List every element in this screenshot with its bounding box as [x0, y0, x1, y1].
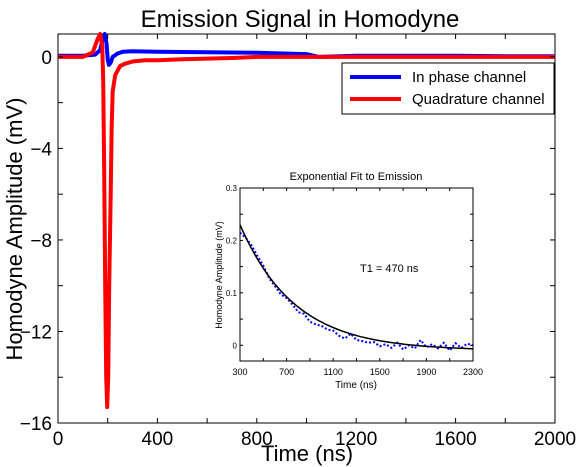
inset-y-axis-label: Homodyne Amplitude (mV) [214, 221, 224, 329]
main-y-tick-label: −8 [30, 231, 52, 252]
inset-x-tick-label: 1500 [370, 367, 390, 377]
main-series-group [58, 32, 555, 409]
inset-x-tick-label: 700 [279, 367, 294, 377]
main-x-axis-label: Time (ns) [261, 441, 353, 466]
inset-y-tick-label: 0.2 [226, 236, 238, 245]
legend-box [341, 62, 555, 115]
legend-label-in-phase: In phase channel [412, 69, 526, 86]
main-chart-title: Emission Signal in Homodyne [141, 6, 460, 33]
main-y-tick-label: −4 [30, 139, 52, 160]
inset-x-axis-label: Time (ns) [335, 380, 377, 391]
quadrature-series-line [58, 32, 555, 409]
main-axes-group: 0 400 800 1200 1600 2000 0 −4 −8 −12 −16 [20, 34, 576, 450]
inset-x-tick-label: 300 [232, 367, 247, 377]
inset-chart-title: Exponential Fit to Emission [290, 171, 423, 183]
inset-y-tick-label: 0.1 [226, 289, 238, 298]
inset-fit-series-line [239, 224, 473, 350]
inset-plot-area [239, 187, 474, 362]
main-x-tick-label: 400 [142, 429, 174, 450]
inset-axes-group: 300 700 1100 1500 1900 2300 0 0.1 0.2 0.3 [226, 184, 483, 377]
main-y-tick-label: 0 [41, 48, 52, 69]
inset-series-group [239, 224, 474, 353]
main-x-tick-label: 0 [53, 429, 64, 450]
main-x-tick-label: 2000 [534, 429, 576, 450]
main-y-axis-label: Homodyne Amplitude (mV) [2, 98, 27, 361]
main-x-tick-label: 800 [241, 429, 273, 450]
inset-y-tick-label: 0.3 [226, 184, 238, 193]
main-x-tick-label: 1200 [335, 429, 377, 450]
main-y-tick-label: −12 [20, 322, 52, 343]
inset-x-tick-label: 2300 [463, 367, 483, 377]
main-x-tick-label: 1600 [434, 429, 476, 450]
inset-plot: 300 700 1100 1500 1900 2300 0 0.1 0.2 0.3 [226, 184, 483, 377]
main-y-tick-label: −16 [20, 414, 52, 435]
inset-y-tick-label: 0 [233, 341, 238, 350]
inset-data-series-line [239, 231, 474, 353]
inset-x-tick-label: 1100 [324, 367, 343, 377]
legend: In phase channel Quadrature channel [341, 62, 555, 115]
legend-label-quadrature: Quadrature channel [412, 91, 545, 108]
inset-x-tick-label: 1900 [416, 367, 436, 377]
inset-annotation: T1 = 470 ns [360, 263, 419, 275]
